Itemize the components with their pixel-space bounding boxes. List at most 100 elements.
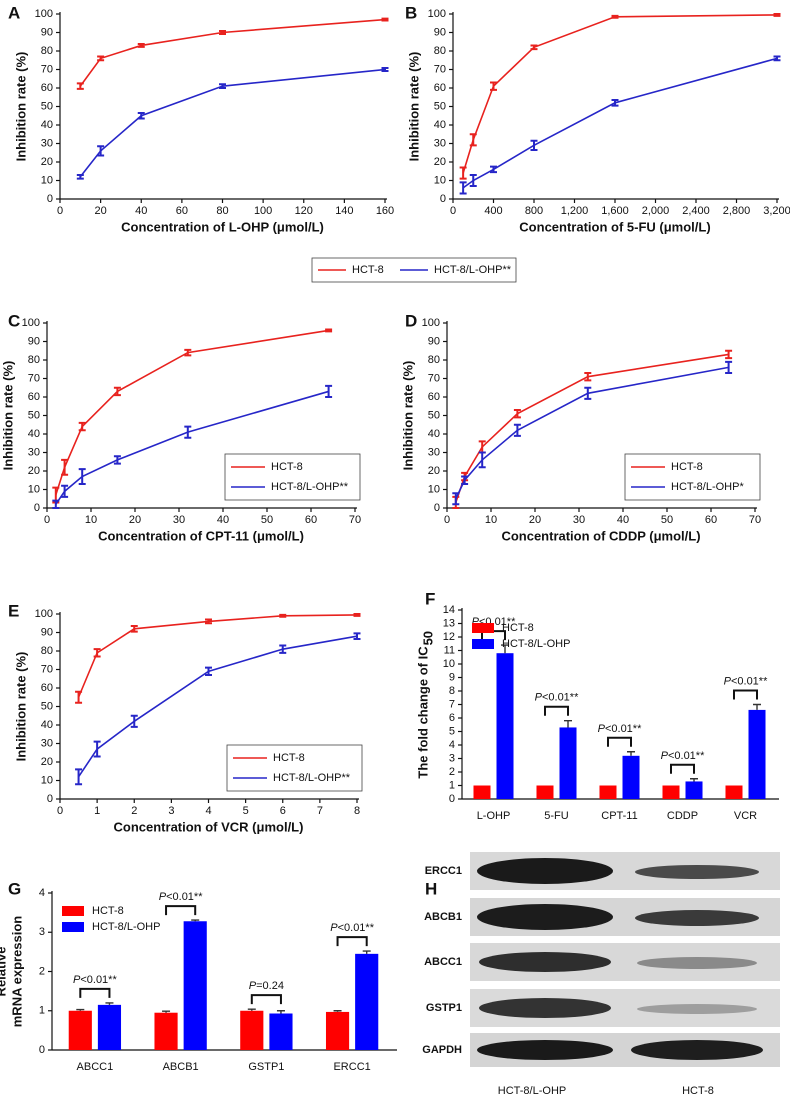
error-bar — [564, 720, 573, 728]
band — [479, 952, 611, 972]
error-bar — [469, 133, 477, 147]
error-bar — [490, 165, 497, 174]
y-label: Inhibition rate (%) — [400, 361, 415, 471]
y-tick-label: 40 — [434, 119, 446, 131]
y-label: Inhibition rate (%) — [13, 52, 28, 162]
band — [477, 904, 613, 930]
x-tick-label: 40 — [135, 205, 147, 217]
y-tick-label: 10 — [41, 174, 53, 186]
error-bar — [75, 768, 83, 786]
column-label: HCT-8/L-OHP — [498, 1085, 566, 1097]
y-tick-label: 80 — [41, 45, 53, 57]
y-tick-label: 30 — [434, 137, 446, 149]
y-tick-label: 100 — [422, 317, 440, 329]
error-bar — [219, 30, 226, 35]
panel-letter: F — [425, 589, 435, 608]
x-tick-label: ABCB1 — [163, 1061, 199, 1073]
bar — [662, 785, 680, 799]
annotation: P<0.01** — [330, 922, 374, 934]
x-tick-label: 2 — [131, 805, 137, 817]
error-bar — [584, 386, 592, 400]
y-tick-label: 2 — [39, 965, 45, 977]
error-bar — [52, 499, 60, 509]
error-bar — [459, 181, 467, 195]
blot-panel: H ERCC1 ABCB1 ABCC1 GSTP1 GAPDH HCT-8/L-… — [422, 852, 780, 1097]
error-bar — [93, 740, 101, 758]
y-tick-label: 12 — [443, 631, 455, 643]
band — [635, 910, 759, 926]
bar — [685, 781, 703, 799]
y-label: Inhibition rate (%) — [13, 652, 28, 762]
error-bar — [184, 348, 192, 357]
panel-letter: C — [8, 311, 20, 330]
error-bar — [78, 468, 86, 485]
error-bar — [325, 328, 333, 333]
band — [637, 1004, 757, 1014]
error-bar — [513, 423, 521, 437]
y-tick-label: 50 — [428, 409, 440, 421]
significance-bracket — [165, 905, 197, 916]
x-tick-label: 0 — [57, 205, 63, 217]
panel-letter: D — [405, 311, 417, 330]
error-bar — [611, 14, 619, 19]
x-tick-label: 20 — [95, 205, 107, 217]
error-bar — [490, 81, 497, 91]
x-tick-label: ERCC1 — [333, 1061, 370, 1073]
bar — [473, 785, 491, 799]
x-tick-label: 0 — [450, 205, 456, 217]
y-tick-label: 40 — [41, 719, 53, 731]
y-tick-label: 10 — [41, 774, 53, 786]
x-tick-label: 50 — [261, 514, 273, 526]
significance-bracket — [732, 689, 759, 700]
bar — [748, 709, 766, 799]
legend-swatch — [62, 922, 84, 932]
y-tick-label: 50 — [28, 409, 40, 421]
error-bar — [353, 632, 361, 640]
y-tick-label: 100 — [428, 8, 446, 20]
x-tick-label: 140 — [335, 205, 353, 217]
x-label: Concentration of CDDP (μmol/L) — [501, 528, 700, 543]
x-tick-label: CDDP — [667, 810, 698, 822]
y-tick-label: 70 — [41, 63, 53, 75]
x-tick-label: 40 — [617, 514, 629, 526]
error-bar — [753, 703, 762, 710]
y-tick-label: 7 — [449, 698, 455, 710]
row-label: ERCC1 — [425, 865, 462, 877]
y-tick-label: 30 — [428, 446, 440, 458]
error-bar — [773, 55, 781, 62]
x-tick-label: 4 — [205, 805, 211, 817]
error-bar — [184, 425, 192, 439]
error-bar — [584, 371, 592, 382]
x-tick-label: 30 — [173, 514, 185, 526]
error-bar — [130, 625, 138, 633]
y-tick-label: 10 — [428, 483, 440, 495]
x-tick-label: 0 — [444, 514, 450, 526]
band — [477, 858, 613, 884]
band — [477, 1040, 613, 1060]
x-tick-label: 5-FU — [544, 810, 569, 822]
x-tick-label: 1 — [94, 805, 100, 817]
bar — [68, 1010, 92, 1050]
legend-box — [624, 453, 761, 501]
y-tick-label: 10 — [434, 174, 446, 186]
x-tick-label: 120 — [295, 205, 313, 217]
y-tick-label: 70 — [41, 663, 53, 675]
y-tick-label: 80 — [41, 645, 53, 657]
y-tick-label: 70 — [28, 372, 40, 384]
y-tick-label: 0 — [34, 502, 40, 514]
error-bar — [469, 173, 477, 188]
y-tick-label: 0 — [440, 193, 446, 205]
error-bar — [333, 1010, 342, 1012]
error-bar — [530, 139, 538, 151]
bar — [183, 921, 207, 1050]
y-tick-label: 80 — [434, 45, 446, 57]
error-bar — [76, 1008, 85, 1011]
y-tick-label: 13 — [443, 617, 455, 629]
error-bar — [381, 67, 389, 72]
significance-bracket — [606, 736, 633, 747]
y-tick-label: 50 — [434, 100, 446, 112]
y-tick-label: 0 — [47, 793, 53, 805]
series-line — [55, 390, 329, 505]
bar — [559, 727, 577, 799]
legend-swatch — [62, 906, 84, 916]
